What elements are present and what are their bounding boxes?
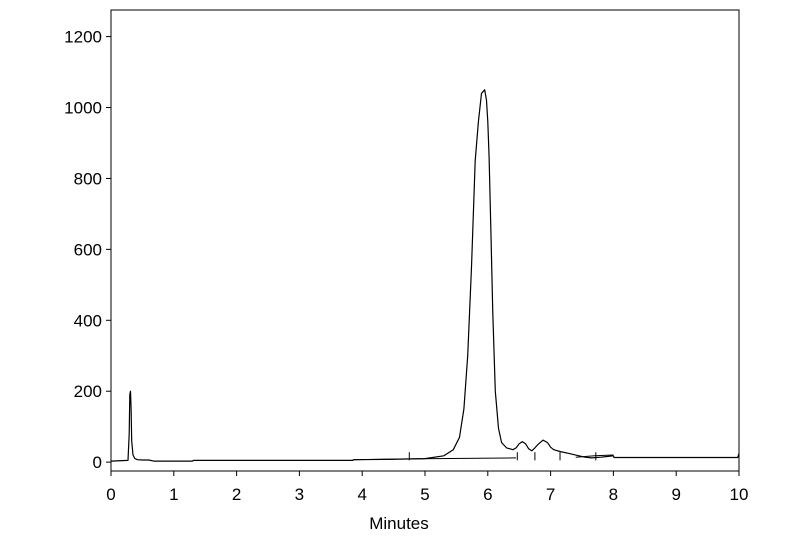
- y-tick-label: 600: [74, 240, 102, 259]
- y-tick-label: 1200: [64, 28, 102, 47]
- x-tick-label: 2: [232, 485, 241, 504]
- x-tick-label: 7: [546, 485, 555, 504]
- y-tick-label: 0: [93, 453, 102, 472]
- x-tick-label: 9: [671, 485, 680, 504]
- plot-frame: [110, 9, 740, 472]
- x-tick-label: 0: [106, 485, 115, 504]
- x-tick-label: 4: [357, 485, 366, 504]
- y-tick-label: 200: [74, 382, 102, 401]
- x-tick-label: 3: [295, 485, 304, 504]
- x-tick-label: 8: [609, 485, 618, 504]
- y-tick-label: 800: [74, 169, 102, 188]
- chromatogram-trace: [110, 89, 740, 462]
- x-tick-label: 10: [730, 485, 749, 504]
- y-axis: 0 200 400 600 800 1000 1200: [64, 28, 111, 472]
- x-axis-title: Minutes: [369, 514, 429, 533]
- x-tick-label: 5: [420, 485, 429, 504]
- y-tick-label: 400: [74, 311, 102, 330]
- x-axis: 0 1 2 3 4 5 6 7 8 9 10: [106, 471, 748, 504]
- x-tick-label: 1: [169, 485, 178, 504]
- plot-area: [110, 89, 740, 462]
- y-tick-label: 1000: [64, 99, 102, 118]
- x-tick-label: 6: [483, 485, 492, 504]
